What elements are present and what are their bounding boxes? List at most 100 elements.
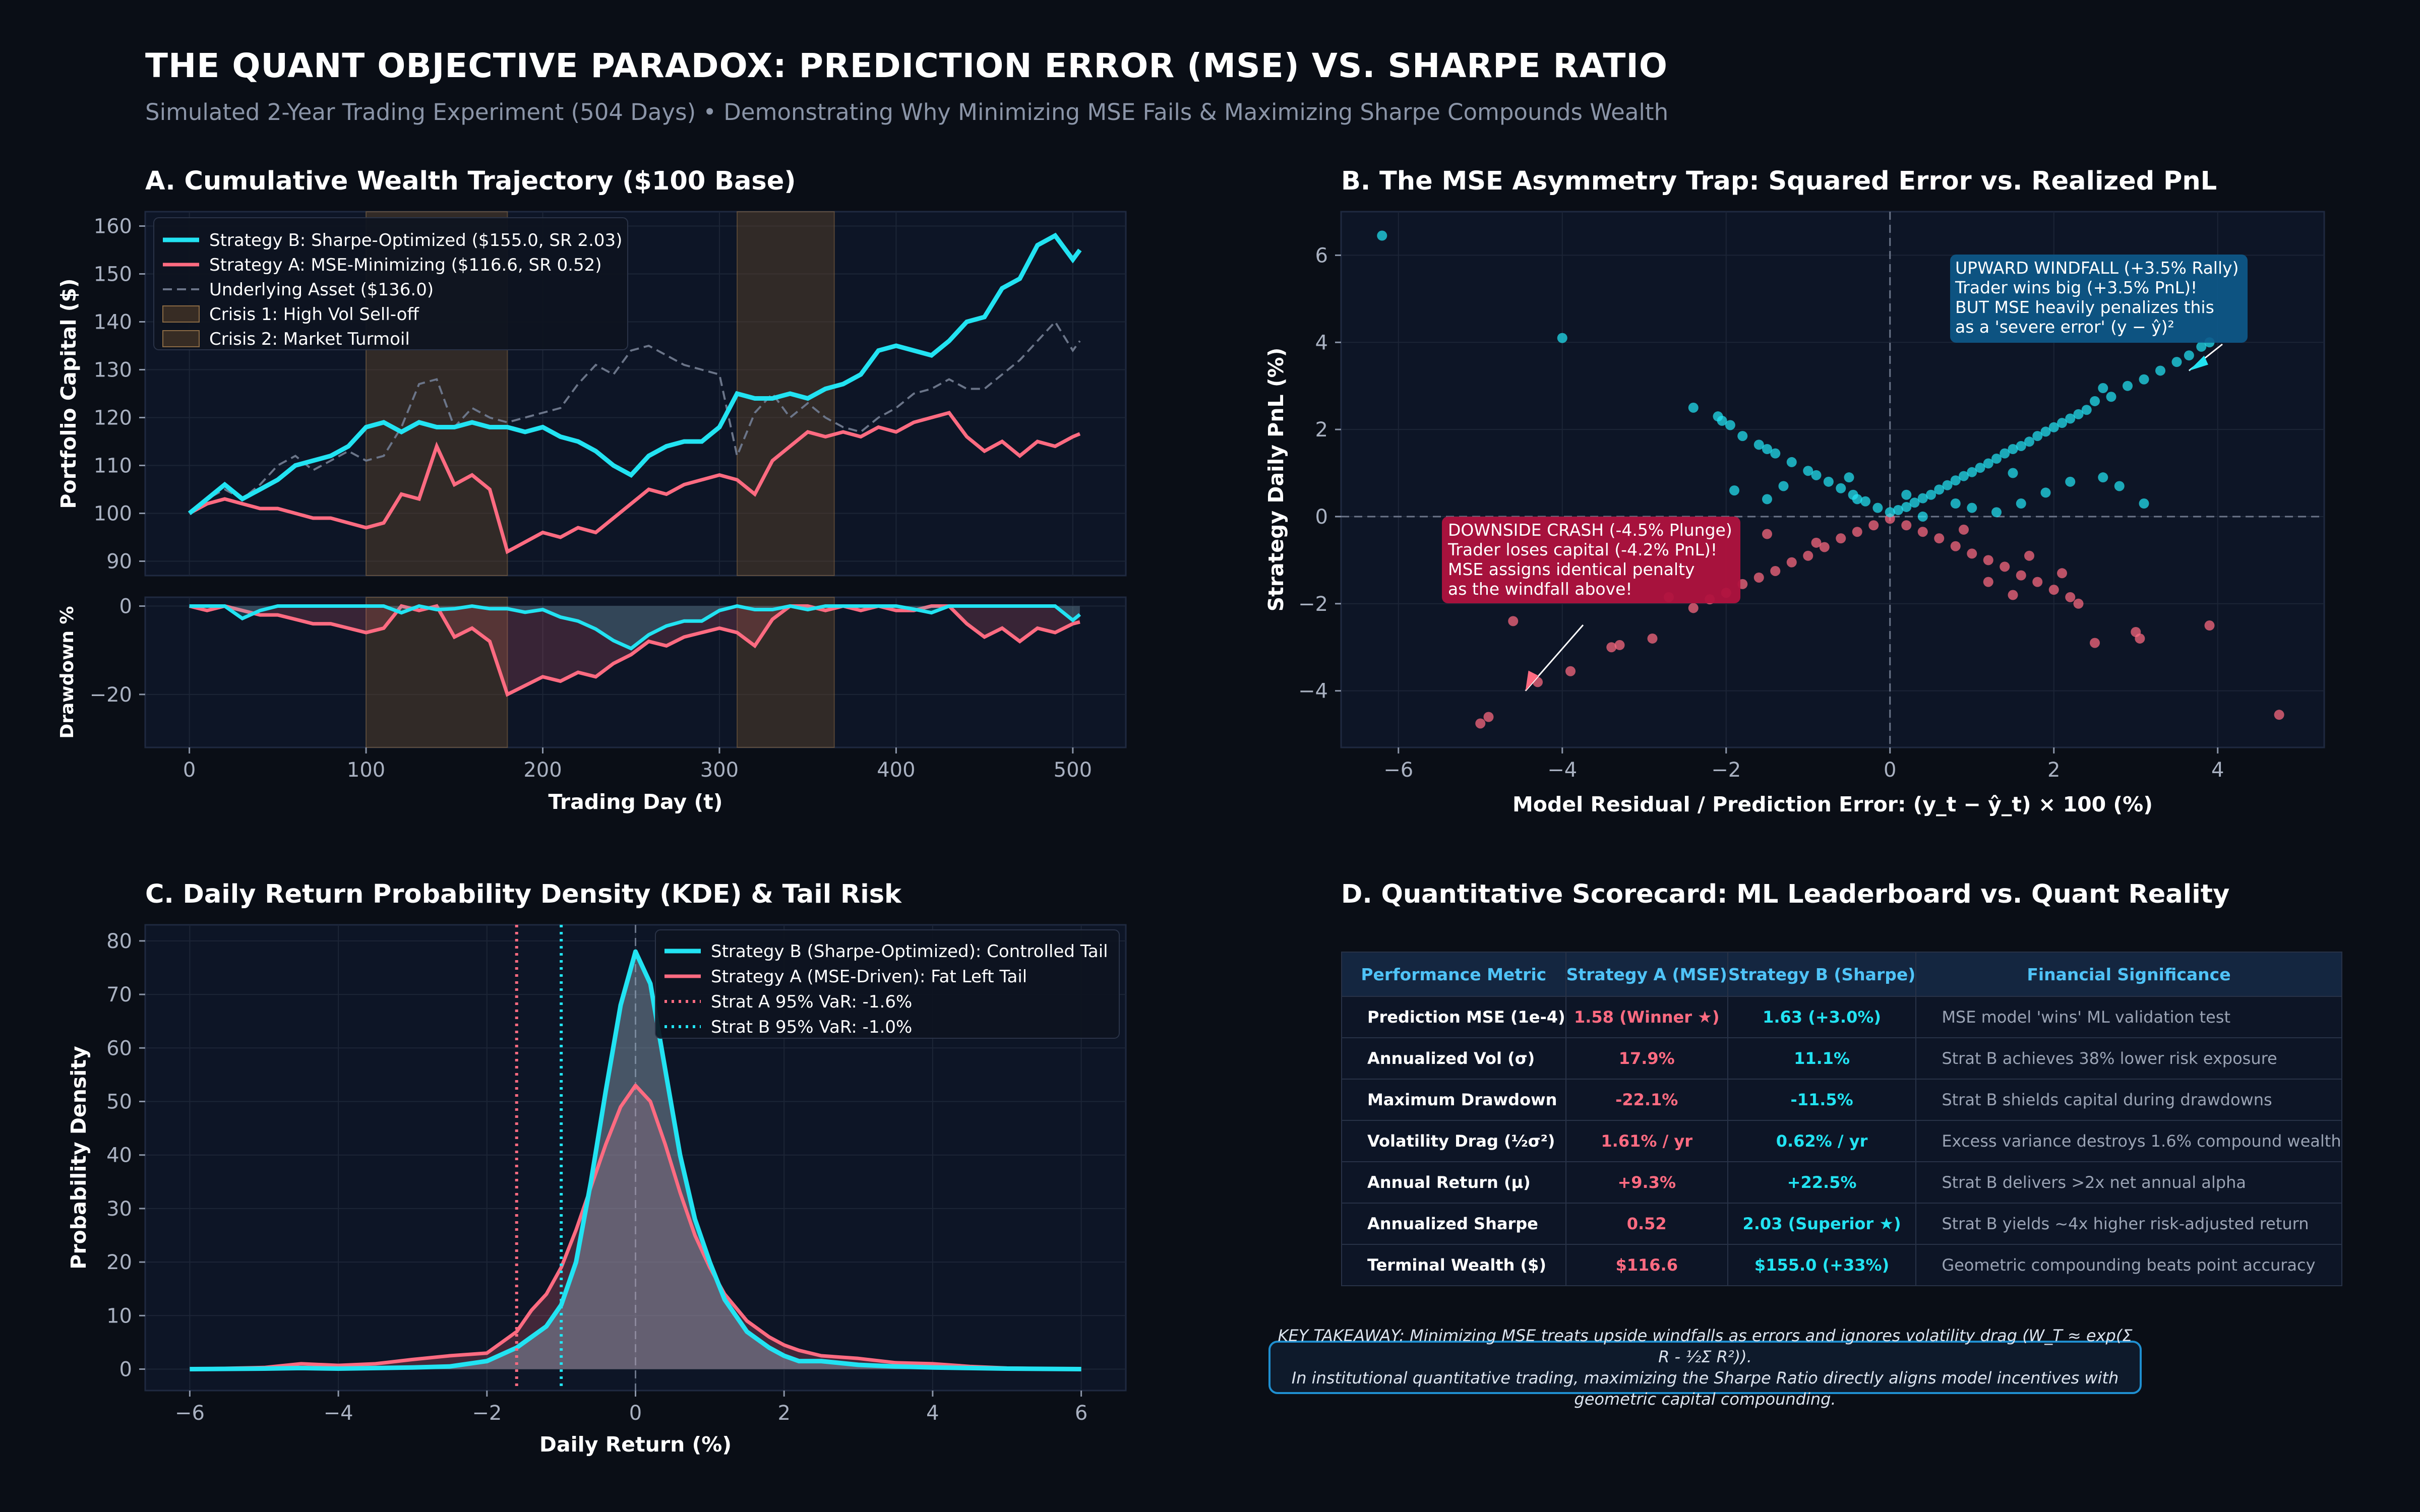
panel-b-ytick: −2 [1298, 593, 1328, 616]
drawdown-xtick: 300 [700, 759, 739, 782]
annotation-crash-line: as the windfall above! [1448, 579, 1632, 599]
panel-a-ytick: 90 [106, 550, 132, 574]
scatter-point-strategy-a [1786, 557, 1797, 568]
drawdown-xtick: 400 [877, 759, 915, 782]
table-row: Annual Return (μ) +9.3% +22.5% Strat B d… [1341, 1161, 2342, 1204]
legend-entry: Strat A 95% VaR: -1.6% [711, 992, 912, 1012]
panel-b-xtick: −4 [1547, 759, 1577, 782]
scatter-point-strategy-b [1893, 505, 1903, 515]
significance-cell: Strat B delivers >2x net annual alpha [1915, 1161, 2342, 1204]
scatter-point-strategy-b [2073, 409, 2084, 419]
scatter-point-strategy-b [2040, 426, 2051, 437]
scatter-point-strategy-b [1770, 448, 1781, 459]
scatter-point-strategy-b [1852, 494, 1862, 505]
scatter-point-strategy-b [1872, 502, 1883, 513]
scatter-point-strategy-a [1475, 718, 1486, 729]
legend-entry: Strategy B: Sharpe-Optimized ($155.0, SR… [209, 230, 622, 250]
scatter-point-strategy-b [2065, 476, 2076, 487]
scatter-point-strategy-a [2065, 592, 2076, 602]
panel-c-ytick: 50 [106, 1090, 132, 1113]
annotation-windfall-box [1950, 255, 2248, 343]
legend-entry: Strategy A (MSE-Driven): Fat Left Tail [711, 967, 1027, 987]
panel-c-xtick: 0 [629, 1402, 642, 1425]
scatter-point-strategy-b [1909, 497, 1920, 508]
panel-d-title: D. Quantitative Scorecard: ML Leaderboar… [1341, 879, 2230, 909]
scatter-point-strategy-a [2024, 550, 2034, 561]
scatter-point-strategy-b [1991, 454, 2002, 464]
scatter-point-strategy-a [2032, 577, 2043, 587]
scatter-point-strategy-b [1778, 481, 1789, 491]
scorecard-table: Performance Metric Strategy A (MSE) Stra… [1341, 952, 2342, 1286]
strategy-b-cell: 0.62% / yr [1727, 1120, 1917, 1162]
kde-line-strategy-b [190, 949, 1081, 1371]
panel-a-ytick: 160 [94, 215, 132, 238]
panel-c-ytick: 0 [119, 1358, 132, 1381]
scatter-point-strategy-b [1737, 431, 1748, 442]
scatter-point-strategy-b [1991, 507, 2002, 518]
scatter-point-strategy-b [1917, 493, 1928, 503]
scatter-point-strategy-b [1901, 489, 1912, 500]
scatter-point-strategy-a [1934, 533, 1945, 544]
scatter-point-strategy-a [2135, 633, 2145, 644]
annotation-windfall-line: as a 'severe error' (y − ŷ)² [1955, 317, 2174, 337]
legend-entry: Strat B 95% VaR: -1.0% [711, 1017, 912, 1037]
scatter-point-strategy-b [1975, 463, 1985, 473]
strategy-a-cell: -22.1% [1565, 1079, 1728, 1121]
strategy-b-cell: 2.03 (Superior ★) [1727, 1203, 1917, 1245]
strategy-a-cell: 1.58 (Winner ★) [1565, 996, 1728, 1038]
scatter-point-strategy-b [1823, 476, 1834, 487]
scatter-point-strategy-b [2139, 498, 2149, 509]
scatter-point-strategy-a [1852, 527, 1862, 537]
wealth-line-asset [189, 320, 1081, 515]
panel-c-ytick: 20 [106, 1251, 132, 1274]
panel-b-xtick: −2 [1711, 759, 1741, 782]
scatter-point-strategy-b [2081, 405, 2092, 415]
panel-c-xlabel: Daily Return (%) [539, 1432, 732, 1457]
scatter-point-strategy-a [2073, 598, 2084, 609]
kde-line-strategy-a [190, 1084, 1081, 1371]
strategy-b-cell: +22.5% [1727, 1161, 1917, 1204]
scatter-point-strategy-a [1647, 633, 1658, 644]
scatter-point-strategy-b [1753, 439, 1764, 450]
scatter-point-strategy-a [1508, 616, 1519, 626]
scatter-point-strategy-b [2155, 365, 2165, 376]
key-takeaway-box: KEY TAKEAWAY: Minimizing MSE treats upsi… [1268, 1326, 2142, 1409]
scatter-point-strategy-a [2090, 638, 2100, 648]
scatter-point-strategy-a [1967, 548, 1977, 559]
kde-area-strategy-a [190, 1085, 1081, 1369]
column-header: Performance Metric [1341, 952, 1566, 997]
scatter-point-strategy-b [1917, 511, 1928, 522]
drawdown-xtick: 200 [523, 759, 562, 782]
annotation-crash-arrowhead [1525, 670, 1539, 691]
drawdown-line-strategy-b [189, 604, 1081, 651]
table-row: Maximum Drawdown -22.1% -11.5% Strat B s… [1341, 1079, 2342, 1121]
scatter-point-strategy-a [1565, 666, 1576, 676]
scatter-point-strategy-b [1926, 489, 1936, 500]
panel-a-ytick: 110 [94, 455, 132, 478]
scatter-point-strategy-a [1614, 640, 1625, 650]
scatter-point-strategy-b [1377, 230, 1387, 241]
panel-c-xtick: 6 [1075, 1402, 1087, 1425]
scatter-point-strategy-b [1942, 480, 1953, 490]
column-header: Strategy A (MSE) [1565, 952, 1728, 997]
scatter-point-strategy-a [1770, 565, 1781, 576]
scatter-point-strategy-b [1885, 507, 1895, 518]
panel-a-ytick: 150 [94, 263, 132, 286]
takeaway-line-2: In institutional quantitative trading, m… [1291, 1368, 2119, 1409]
panel-c-title: C. Daily Return Probability Density (KDE… [145, 879, 901, 909]
scatter-point-strategy-b [2024, 436, 2034, 447]
significance-cell: Geometric compounding beats point accura… [1915, 1244, 2342, 1286]
significance-cell: MSE model 'wins' ML validation test [1915, 996, 2342, 1038]
metric-cell: Annual Return (μ) [1341, 1161, 1566, 1204]
scatter-point-strategy-b [1725, 420, 1735, 430]
panel-c-ytick: 70 [106, 983, 132, 1006]
panel-a-legend [153, 217, 628, 350]
column-header: Strategy B (Sharpe) [1727, 952, 1917, 997]
scatter-point-strategy-b [1688, 402, 1699, 413]
panel-c-xtick: −6 [175, 1402, 205, 1425]
panel-a-ytick: 120 [94, 407, 132, 430]
scatter-point-strategy-a [1868, 520, 1879, 531]
drawdown-xtick: 100 [347, 759, 385, 782]
wealth-line-strategy-b [188, 232, 1082, 515]
table-row: Volatility Drag (½σ²) 1.61% / yr 0.62% /… [1341, 1120, 2342, 1162]
